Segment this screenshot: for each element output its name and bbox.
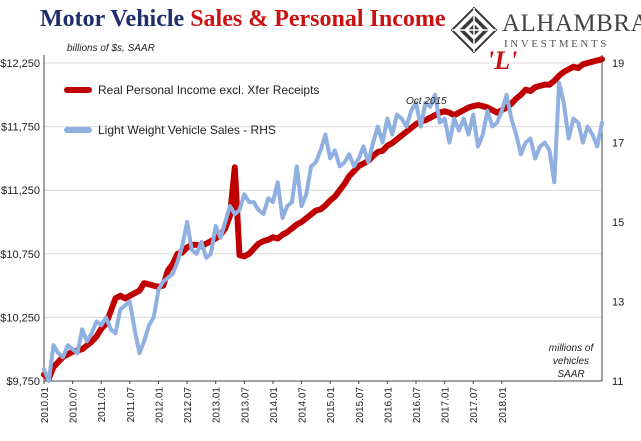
x-tick-label: 2015.07 xyxy=(355,387,366,424)
x-tick-label: 2015.01 xyxy=(326,387,337,424)
title-part-1: Motor Vehicle xyxy=(40,6,191,32)
chart-title: Motor Vehicle Sales & Personal Income xyxy=(40,6,446,33)
annotation-oct-2015: Oct 2015 xyxy=(406,96,447,107)
left-tick-label: $11,250 xyxy=(1,185,40,197)
x-tick-label: 2011.07 xyxy=(126,387,137,423)
series-sales-line xyxy=(42,80,604,383)
series-layer xyxy=(41,56,605,383)
right-tick-label: 15 xyxy=(612,217,624,229)
x-tick-label: 2016.07 xyxy=(412,387,423,424)
legend-item-income: Real Personal Income excl. Xfer Receipts xyxy=(64,82,319,98)
x-tick-label: 2014.07 xyxy=(298,387,309,424)
diamond-pattern-icon xyxy=(450,6,498,54)
x-tick-label: 2017.01 xyxy=(441,387,452,424)
right-tick-label: 17 xyxy=(612,138,624,150)
x-tick-label: 2012.01 xyxy=(154,387,165,424)
left-axis-units: billions of $s, SAAR xyxy=(67,43,155,54)
left-tick-label: $11,750 xyxy=(1,122,40,134)
x-tick-label: 2011.01 xyxy=(97,387,108,423)
right-tick-label: 13 xyxy=(612,297,624,309)
x-tick-label: 2013.07 xyxy=(240,387,251,424)
legend-label-sales: Light Weight Vehicle Sales - RHS xyxy=(98,123,276,137)
x-tick-label: 2016.01 xyxy=(383,387,394,424)
tick-labels: $9,750 $10,250 $10,750 $11,250 $11,750 $12,25… xyxy=(0,58,624,423)
logo-name: ALHAMBRA xyxy=(502,10,641,37)
right-tick-label: 19 xyxy=(612,58,624,70)
annotation-l-shape: 'L' xyxy=(487,46,518,75)
legend-swatch-sales xyxy=(64,127,92,133)
legend-label-income: Real Personal Income excl. Xfer Receipts xyxy=(98,83,320,97)
right-units-line-2: vehicles xyxy=(552,356,590,367)
axes xyxy=(43,55,603,384)
left-tick-label: $10,250 xyxy=(0,312,40,324)
gridlines xyxy=(44,62,602,318)
x-tick-label: 2013.01 xyxy=(212,387,223,424)
right-tick-label: 11 xyxy=(612,376,623,388)
left-tick-label: $10,750 xyxy=(0,249,40,261)
x-tick-label: 2012.07 xyxy=(183,387,194,424)
right-units-line-3: SAAR xyxy=(557,369,585,380)
x-tick-label: 2018.01 xyxy=(498,387,509,424)
legend-item-sales: Light Weight Vehicle Sales - RHS xyxy=(64,122,319,138)
x-tick-label: 2010.01 xyxy=(40,387,51,424)
legend-swatch-income xyxy=(64,87,92,93)
x-tick-label: 2014.01 xyxy=(269,387,280,424)
logo-subtitle: INVESTMENTS xyxy=(504,38,609,50)
left-tick-label: $9,750 xyxy=(6,376,40,388)
right-axis-units: millions of vehicles SAAR xyxy=(536,342,606,381)
legend: Real Personal Income excl. Xfer Receipts… xyxy=(64,82,319,162)
x-tick-label: 2010.07 xyxy=(69,387,80,424)
alhambra-logo: ALHAMBRA INVESTMENTS xyxy=(450,6,641,56)
left-tick-label: $12,250 xyxy=(0,58,40,70)
title-part-2: Sales & Personal Income xyxy=(190,6,446,32)
right-units-line-1: millions of xyxy=(548,343,594,354)
x-tick-label: 2017.07 xyxy=(469,387,480,424)
